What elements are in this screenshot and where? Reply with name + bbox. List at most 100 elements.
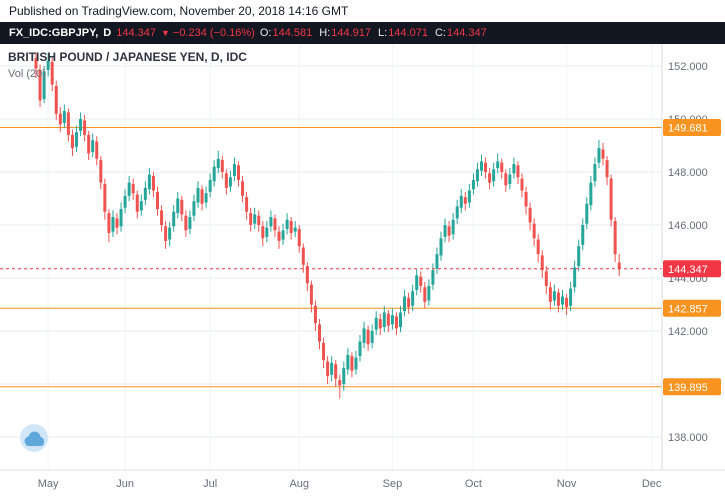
- candle-body: [358, 341, 362, 357]
- candle-body: [309, 284, 313, 305]
- candle-body: [548, 287, 552, 302]
- candle-body: [54, 85, 58, 114]
- candle-body: [394, 316, 398, 329]
- cloud-icon: [25, 439, 44, 446]
- price-tick-label: 142.000: [668, 326, 708, 338]
- candle-body: [512, 164, 516, 174]
- time-tick-label: Oct: [465, 478, 482, 490]
- chart-title: BRITISH POUND / JAPANESE YEN, D, IDC: [8, 50, 247, 64]
- candle-body: [435, 254, 439, 269]
- low-label: L:: [378, 27, 388, 39]
- candle-body: [50, 62, 54, 85]
- candle-body: [237, 165, 240, 180]
- candle-body: [362, 328, 366, 343]
- candle-body: [196, 187, 200, 203]
- price-tick-label: 148.000: [668, 167, 708, 179]
- symbol-name: FX_IDC:GBPJPY,: [9, 27, 99, 39]
- candle-body: [115, 218, 119, 228]
- candle-body: [289, 221, 293, 233]
- candle-body: [245, 197, 249, 212]
- candle-body: [427, 285, 431, 301]
- price-tick-label: 138.000: [668, 432, 708, 444]
- candle-body: [204, 193, 208, 203]
- candle-body: [224, 173, 228, 188]
- interval-label: D: [103, 27, 112, 39]
- candle-body: [156, 191, 159, 210]
- candle-body: [536, 239, 540, 255]
- candle-body: [322, 342, 326, 361]
- candle-body: [257, 215, 261, 225]
- candle-body: [573, 267, 577, 288]
- candle-body: [552, 291, 556, 301]
- candle-body: [390, 315, 394, 325]
- candle-body: [613, 221, 617, 255]
- candle-body: [265, 227, 269, 237]
- candle-body: [378, 319, 382, 329]
- candle-body: [467, 190, 471, 203]
- candle-body: [374, 317, 378, 330]
- candle-body: [411, 291, 415, 306]
- candle-body: [419, 276, 423, 286]
- candle-body: [480, 161, 483, 171]
- candle-body: [83, 120, 87, 135]
- candle-body: [151, 175, 155, 191]
- candle-body: [70, 134, 74, 149]
- candle-body: [565, 297, 569, 308]
- open-value: 144.581: [272, 27, 313, 39]
- high-value: 144.917: [331, 27, 371, 39]
- candle-body: [601, 149, 605, 159]
- candle-body: [38, 69, 42, 101]
- time-axis[interactable]: [0, 470, 725, 503]
- candle-body: [605, 160, 609, 178]
- candle-body: [516, 165, 520, 178]
- level-price-badge: [663, 118, 721, 136]
- candle-body: [366, 329, 370, 345]
- candle-body: [228, 177, 232, 187]
- candle-body: [342, 368, 346, 384]
- candle-body: [407, 297, 411, 308]
- candle-body: [581, 225, 585, 245]
- candle-body: [439, 238, 443, 256]
- open-label: O:: [259, 27, 272, 39]
- high-label: H:: [319, 27, 331, 39]
- candle-body: [589, 182, 593, 206]
- chart-canvas[interactable]: 152.000150.000148.000146.000144.000142.0…: [0, 44, 725, 503]
- candle-body: [556, 292, 560, 306]
- candle-body: [399, 312, 402, 328]
- candle-body: [318, 324, 321, 342]
- published-text: Published on TradingView.com, November 2…: [9, 4, 349, 18]
- candle-body: [475, 169, 479, 182]
- candle-body: [330, 362, 334, 375]
- candle-body: [488, 173, 492, 183]
- candle-body: [561, 296, 564, 305]
- candle-body: [431, 270, 435, 285]
- price-change: −0.234 (−0.16%): [172, 27, 255, 39]
- candle-body: [261, 226, 265, 239]
- candle-body: [597, 148, 601, 163]
- candle-body: [528, 207, 532, 223]
- candle-body: [403, 296, 407, 312]
- candle-body: [423, 287, 427, 302]
- candle-body: [524, 191, 528, 207]
- candle-body: [334, 364, 338, 379]
- candle-body: [447, 226, 451, 236]
- candle-body: [350, 356, 354, 371]
- candle-body: [62, 111, 66, 123]
- candle-body: [127, 182, 131, 196]
- level-price-badge-text: 149.681: [668, 122, 708, 134]
- time-tick-label: Jun: [116, 478, 134, 490]
- candle-body: [135, 194, 139, 212]
- candle-body: [123, 195, 127, 208]
- candle-body: [103, 183, 107, 212]
- close-label: C:: [434, 27, 446, 39]
- candle-body: [139, 201, 143, 211]
- candle-body: [176, 198, 180, 214]
- candle-body: [293, 227, 297, 232]
- candle-body: [269, 217, 273, 227]
- candle-body: [313, 305, 317, 324]
- candle-body: [172, 211, 176, 227]
- time-tick-label: Jul: [203, 478, 217, 490]
- price-axis[interactable]: [662, 44, 725, 470]
- candle-body: [577, 246, 581, 267]
- candle-body: [208, 179, 212, 192]
